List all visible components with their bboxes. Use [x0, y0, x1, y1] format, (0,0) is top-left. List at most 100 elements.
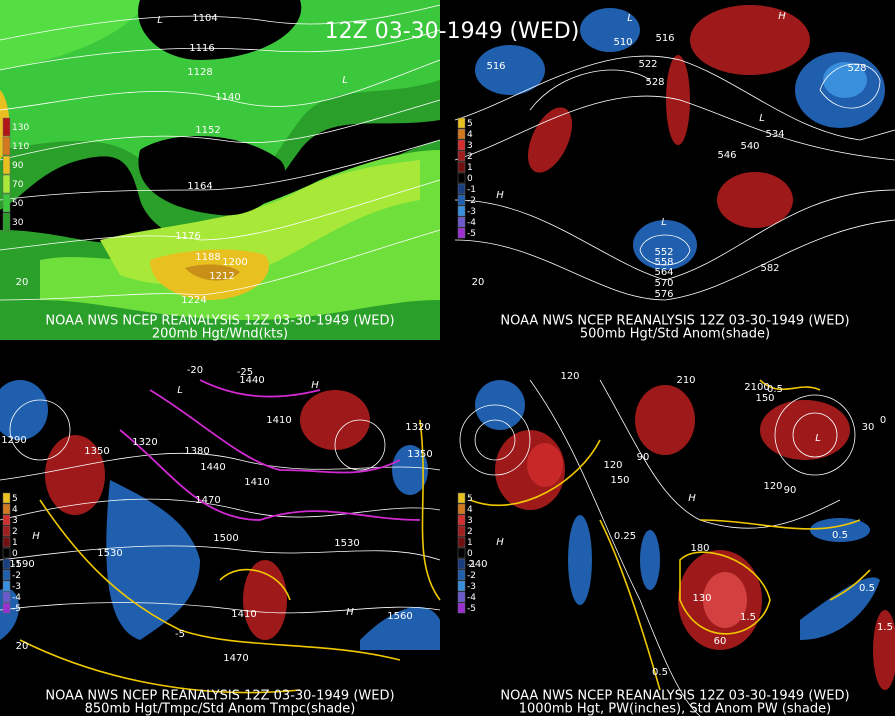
legend-label: 1: [12, 538, 18, 548]
anomaly-shading-500mb: [475, 5, 885, 270]
legend-swatch: [2, 193, 11, 213]
legend-swatch: [2, 155, 11, 175]
contour-label: 522: [638, 59, 657, 70]
legend-swatch: [2, 212, 11, 232]
contour-label: 1152: [195, 125, 220, 136]
contour-label: 1500: [213, 533, 238, 544]
legend-label: -2: [467, 571, 476, 581]
contour-label: L: [157, 15, 163, 26]
contour-label: 1224: [181, 295, 206, 306]
legend-label: -4: [467, 593, 476, 603]
contour-label: 1410: [244, 477, 269, 488]
contour-label: 0.5: [832, 530, 848, 541]
legend-swatch: [457, 183, 466, 195]
contour-label: 1200: [222, 257, 247, 268]
contour-label: 1410: [231, 609, 256, 620]
contour-label: L: [177, 385, 183, 396]
anomaly-shading-850mb: [0, 380, 440, 650]
contour-label: 20: [16, 277, 29, 288]
legend-label: 4: [467, 505, 473, 515]
legend-swatch: [2, 174, 11, 194]
legend-swatch: [2, 602, 11, 614]
contour-label: -5: [175, 629, 185, 640]
legend-swatch: [457, 547, 466, 559]
panel-caption: NOAA NWS NCEP REANALYSIS 12Z 03-30-1949 …: [45, 689, 394, 704]
contour-label: 90: [784, 485, 797, 496]
legend-swatch: [2, 580, 11, 592]
legend-swatch: [457, 514, 466, 526]
legend-label: -1: [467, 560, 476, 570]
panel-caption: 1000mb Hgt, PW(inches), Std Anom PW (sha…: [519, 702, 831, 716]
legend-label: 3: [12, 516, 18, 526]
contours-200mb: [0, 4, 441, 301]
legend-swatch: [457, 172, 466, 184]
contour-label: 180: [690, 543, 709, 554]
contour-label: 1470: [223, 653, 248, 664]
legend-swatch: [2, 525, 11, 537]
contour-label: 1116: [189, 43, 214, 54]
legend-label: 90: [12, 161, 24, 171]
legend-label: 110: [12, 142, 29, 152]
legend-swatch: [2, 558, 11, 570]
legend-swatch: [2, 117, 11, 137]
contour-label: 210: [676, 375, 695, 386]
contour-label: H: [688, 493, 696, 504]
legend-swatch: [457, 117, 466, 129]
map-title: 12Z 03-30-1949 (WED): [325, 19, 580, 44]
legend-label: 3: [467, 516, 473, 526]
contour-label: 1104: [192, 13, 217, 24]
legend-label: -3: [12, 582, 21, 592]
contour-label: 570: [654, 278, 673, 289]
legend-swatch: [2, 547, 11, 559]
legend-swatch: [457, 591, 466, 603]
panel-caption: NOAA NWS NCEP REANALYSIS 12Z 03-30-1949 …: [500, 689, 849, 704]
contour-label: 1290: [1, 435, 26, 446]
contour-label: L: [759, 113, 765, 124]
contour-label: 1530: [97, 548, 122, 559]
contour-label: 564: [654, 267, 673, 278]
legend-swatch: [2, 569, 11, 581]
legend-label: -3: [467, 207, 476, 217]
legend-swatch: [2, 136, 11, 156]
legend-label: 5: [467, 494, 473, 504]
contour-label: H: [32, 531, 40, 542]
legend-swatch: [2, 591, 11, 603]
contour-label: 1.5: [740, 612, 756, 623]
legend-swatch: [2, 503, 11, 515]
legend-label: 130: [12, 123, 29, 133]
panel-caption: 200mb Hgt/Wnd(kts): [152, 327, 288, 342]
contour-label: H: [496, 190, 504, 201]
contour-label: 0.5: [652, 667, 668, 678]
legend-label: 0: [467, 174, 473, 184]
legend-swatch: [457, 161, 466, 173]
contour-label: 1176: [175, 231, 200, 242]
legend-label: 0: [12, 549, 18, 559]
contours-500mb: [454, 55, 895, 301]
contour-label: 0.5: [767, 384, 783, 395]
legend-label: -5: [12, 604, 21, 614]
contour-label: 546: [717, 150, 736, 161]
legend-swatch: [457, 205, 466, 217]
contour-label: 1440: [200, 462, 225, 473]
contour-label: 0.25: [614, 531, 636, 542]
legend-label: 5: [467, 119, 473, 129]
legend-label: -1: [12, 560, 21, 570]
contour-label: 1140: [215, 92, 240, 103]
contour-label: 582: [760, 263, 779, 274]
contour-label: 0.5: [859, 583, 875, 594]
contour-label: 528: [847, 63, 866, 74]
legend-label: 1: [467, 538, 473, 548]
legend-swatch: [2, 492, 11, 504]
contour-label: L: [661, 217, 667, 228]
contour-label: H: [311, 380, 319, 391]
contour-label: 552: [654, 247, 673, 258]
contour-label: 558: [654, 257, 673, 268]
legend-swatch: [2, 536, 11, 548]
contour-label: 20: [16, 641, 29, 652]
legend-label: -4: [12, 593, 21, 603]
contour-label: 1.5: [877, 622, 893, 633]
contour-label: 1560: [387, 611, 412, 622]
contour-label: 1212: [209, 271, 234, 282]
